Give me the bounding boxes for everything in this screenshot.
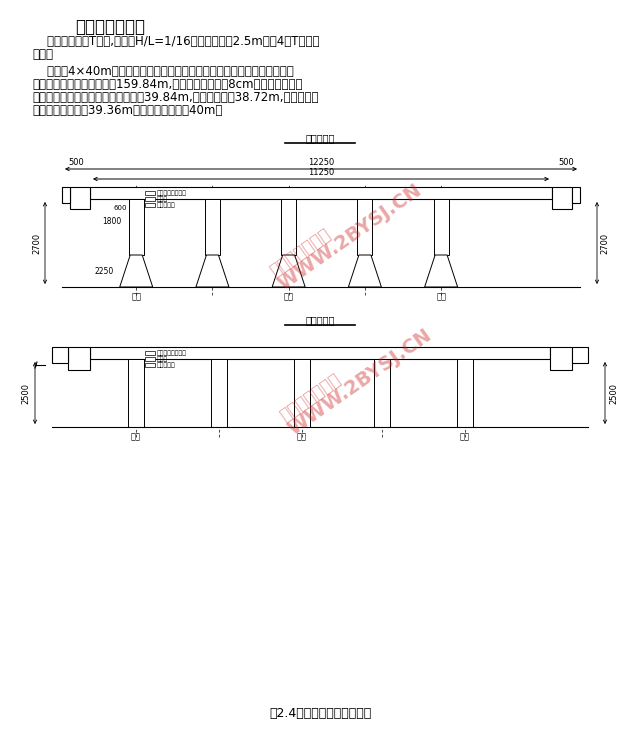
Bar [211,359,226,427]
Text: 混凝土: 混凝土 [157,196,168,202]
Text: 500: 500 [558,158,574,167]
Text: 图2.4上部构造标准横断面图: 图2.4上部构造标准横断面图 [269,707,371,720]
Text: 该桥为4×40m预应力混凝土连续梁桥，施工方法为先简支后连续，考虑伸: 该桥为4×40m预应力混凝土连续梁桥，施工方法为先简支后连续，考虑伸 [32,65,293,78]
Text: 跨中横断面: 跨中横断面 [306,315,335,325]
Text: 边墩: 边墩 [436,292,446,301]
Text: 500: 500 [68,158,84,167]
Text: 预应力钢筋混凝土: 预应力钢筋混凝土 [157,350,187,356]
Bar [457,359,473,427]
Text: 尺寸。: 尺寸。 [32,48,53,61]
Text: 钢筋混凝土: 钢筋混凝土 [157,362,175,368]
Text: 混凝土: 混凝土 [157,356,168,362]
Bar [90,347,550,359]
Text: WWW.2BYSJ.CN: WWW.2BYSJ.CN [285,325,435,439]
Bar [145,363,155,367]
Bar [68,347,90,370]
Text: WWW.2BYSJ.CN: WWW.2BYSJ.CN [274,180,426,294]
Bar [145,203,155,207]
Bar [52,347,68,363]
Text: 缩缝的设置，实际桥跨度为159.84m,即在桥的两头各设8cm的伸缩缝，预制: 缩缝的设置，实际桥跨度为159.84m,即在桥的两头各设8cm的伸缩缝，预制 [32,78,302,91]
Bar [90,187,552,199]
Bar [90,187,552,199]
Bar [145,191,155,195]
Text: 边墩: 边墩 [131,292,141,301]
Bar [128,359,144,427]
Text: 中墩: 中墩 [284,292,293,301]
Bar [145,197,155,201]
Text: 梁结构尺寸拟定: 梁结构尺寸拟定 [75,18,145,36]
Bar [129,199,144,255]
Bar [457,359,473,427]
Text: 跨中横断面: 跨中横断面 [306,133,335,143]
Bar [145,351,155,355]
Text: 毕业设计论文网: 毕业设计论文网 [276,370,344,424]
Text: 2250: 2250 [94,266,114,275]
Text: 边墩: 边墩 [131,432,141,441]
Bar [90,347,550,359]
Bar [128,359,144,427]
Polygon shape [196,255,229,287]
Bar [281,199,296,255]
Text: 后边跨计算跨径为39.36m，中跨计算跨径为40m。: 后边跨计算跨径为39.36m，中跨计算跨径为40m。 [32,104,223,117]
Bar [205,199,220,255]
Polygon shape [425,255,457,287]
Bar [357,199,373,255]
Text: 12250: 12250 [308,158,334,167]
Bar [434,199,449,255]
Bar [374,359,390,427]
Text: 11250: 11250 [308,168,334,177]
Bar [572,187,580,203]
Text: 中墩: 中墩 [297,432,307,441]
Text: 2500: 2500 [22,382,31,404]
Text: 2700: 2700 [600,232,609,254]
Text: 安装时，边跨和中跨的预制梁长均为39.84m,计算跨径均为38.72m,简支变连续: 安装时，边跨和中跨的预制梁长均为39.84m,计算跨径均为38.72m,简支变连… [32,91,318,104]
Bar [62,187,70,203]
Text: 主梁的截面为T形，,高跨比H/L=1/16，梁的高度为2.5m。图4为T梁截面: 主梁的截面为T形，,高跨比H/L=1/16，梁的高度为2.5m。图4为T梁截面 [32,35,320,48]
Bar [70,187,90,209]
Polygon shape [272,255,305,287]
Bar [211,359,226,427]
Bar [145,357,155,361]
Bar [374,359,390,427]
Polygon shape [348,255,382,287]
Bar [572,347,588,363]
Bar [281,199,296,255]
Polygon shape [120,255,152,287]
Text: 2500: 2500 [609,382,618,404]
Bar [129,199,144,255]
Bar [293,359,309,427]
Bar [205,199,220,255]
Text: 600: 600 [113,205,126,211]
Bar [552,187,572,209]
Text: 2700: 2700 [33,232,41,254]
Text: 边墩: 边墩 [460,432,470,441]
Text: 毕业设计论文网: 毕业设计论文网 [266,225,334,280]
Bar [357,199,373,255]
Text: 1800: 1800 [102,217,121,226]
Text: 钢筋混凝土: 钢筋混凝土 [157,203,175,208]
Bar [293,359,309,427]
Bar [434,199,449,255]
Text: 预应力钢筋混凝土: 预应力钢筋混凝土 [157,190,187,196]
Bar [550,347,572,370]
